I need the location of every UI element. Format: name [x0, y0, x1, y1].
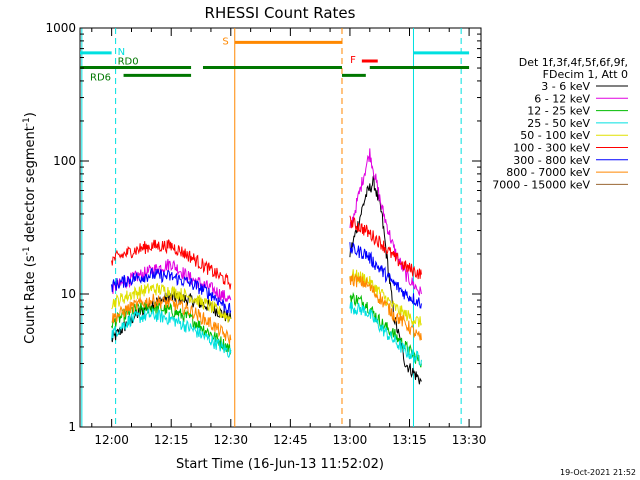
plot-frame [79, 27, 482, 428]
series-line [111, 268, 232, 315]
series-line [111, 258, 232, 303]
x-axis: 12:00 12:15 12:30 12:45 13:00 13:15 13:30 [91, 28, 487, 447]
series-lines [111, 148, 422, 385]
legend-label: 3 - 6 keV [541, 80, 590, 93]
y-tick-label: 1000 [45, 21, 76, 35]
y-tick-label: 10 [61, 287, 76, 301]
legend-header-1: Det 1f,3f,4f,5f,6f,9f, [519, 56, 628, 69]
state-bar-label: N [118, 47, 125, 58]
y-axis-label-sup1: -1 [22, 246, 32, 255]
y-axis-label: Count Rate (s-1 detector segment-1) [22, 112, 38, 344]
legend-header-2: FDecim 1, Att 0 [543, 68, 628, 81]
series-line [349, 148, 422, 297]
y-axis-label-mid: detector segment [23, 126, 38, 246]
state-bar-label: RD6 [90, 72, 111, 83]
state-bar-label: F [350, 55, 356, 66]
legend-label: 25 - 50 keV [527, 117, 590, 130]
series-line [349, 215, 422, 280]
x-tick-label: 12:30 [213, 433, 248, 447]
timestamp: 19-Oct-2021 21:52 [560, 468, 636, 477]
x-axis-label: Start Time (16-Jun-13 11:52:02) [176, 457, 384, 472]
x-tick-label: 13:15 [392, 433, 427, 447]
series-line [349, 291, 422, 368]
legend: Det 1f,3f,4f,5f,6f,9f, FDecim 1, Att 0 3… [492, 56, 628, 191]
x-tick-label: 12:45 [273, 433, 308, 447]
x-tick-label: 13:30 [452, 433, 487, 447]
legend-label: 300 - 800 keV [513, 154, 590, 167]
legend-label: 6 - 12 keV [534, 92, 590, 105]
y-axis-label-sup2: -1 [22, 117, 32, 126]
y-tick-label: 100 [53, 154, 76, 168]
series-line [349, 301, 422, 366]
series-line [111, 293, 232, 345]
series-line [349, 274, 422, 341]
legend-label: 12 - 25 keV [527, 105, 590, 118]
x-tick-label: 12:00 [94, 433, 129, 447]
x-tick-label: 13:00 [333, 433, 368, 447]
x-tick-label: 12:15 [154, 433, 189, 447]
legend-label: 50 - 100 keV [520, 129, 590, 142]
series-line [349, 242, 422, 309]
series-line [349, 175, 422, 385]
legend-label: 100 - 300 keV [513, 142, 590, 155]
series-line [111, 239, 232, 290]
y-axis-label-main: Count Rate (s [23, 255, 38, 344]
state-boundary-lines [81, 28, 462, 427]
y-tick-label: 1 [68, 420, 76, 434]
legend-label: 7000 - 15000 keV [492, 178, 590, 191]
y-axis: 1 10 100 1000 [45, 21, 481, 434]
legend-label: 800 - 7000 keV [506, 166, 590, 179]
y-axis-label-end: ) [23, 112, 38, 117]
state-bar-label: S [222, 36, 228, 47]
state-bar-label: RD0 [118, 56, 139, 67]
series-line [111, 308, 232, 359]
chart-title: RHESSI Count Rates [205, 4, 356, 22]
state-bars: N S F RD0 RD6 [80, 36, 470, 83]
